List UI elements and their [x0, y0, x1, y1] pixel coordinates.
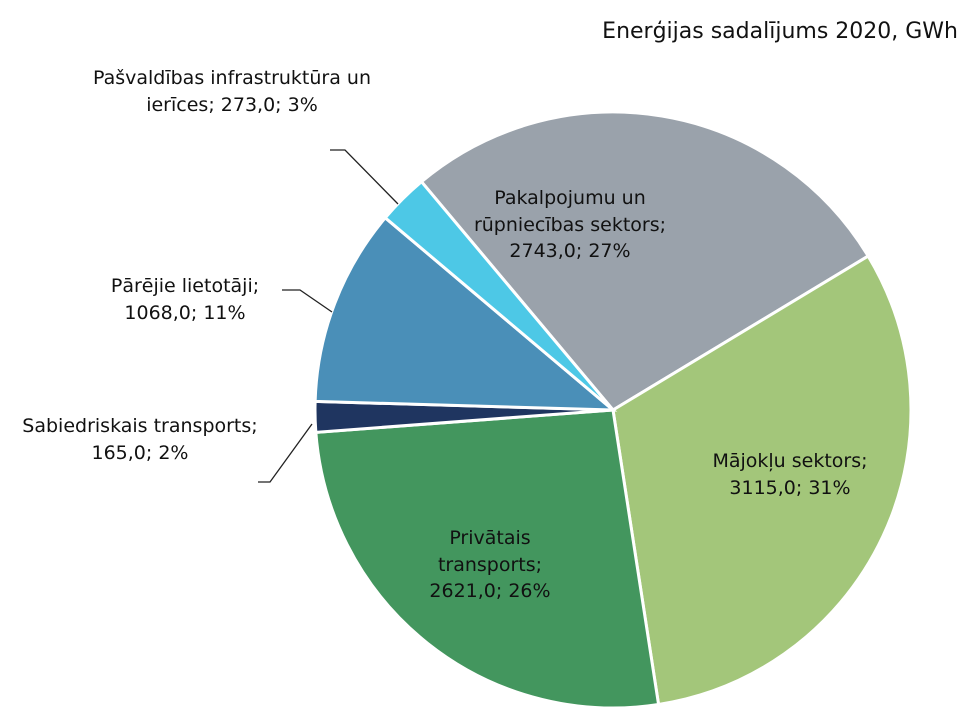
label-percent: 2% — [158, 442, 189, 464]
pie-slice — [314, 408, 661, 707]
pie-slice — [313, 215, 618, 412]
label-text: Pašvaldības infrastruktūra un ierīces; 2… — [92, 67, 372, 116]
label-percent: 11% — [203, 302, 246, 324]
label-box: Privātais transports; 2621,0; 26% — [400, 505, 580, 625]
leader-line — [258, 423, 313, 483]
pie-slice — [383, 179, 615, 412]
label-text: Sabiedriskais transports; 165,0; 2% — [22, 415, 258, 464]
label-value: 2621,0 — [429, 580, 496, 603]
label-text: Mājokļu sektors; 3115,0; 31% — [712, 450, 868, 499]
label-box: Sabiedriskais transports; 165,0; 2% — [5, 380, 275, 500]
data-label: Pārējie lietotāji; 1068,0; 11% — [75, 240, 295, 360]
data-label: Sabiedriskais transports; 165,0; 2% — [5, 380, 275, 500]
pie-slice — [419, 110, 871, 412]
label-text: Pakalpojumu un rūpniecības sektors; 2743… — [473, 187, 667, 263]
label-text: Pārējie lietotāji; 1068,0; 11% — [110, 275, 260, 324]
label-category: Sabiedriskais transports — [22, 415, 252, 438]
label-category: Mājokļu sektors — [712, 450, 862, 473]
label-percent: 26% — [508, 580, 551, 603]
label-box: Pārējie lietotāji; 1068,0; 11% — [75, 240, 295, 360]
label-text: Privātais transports; 2621,0; 26% — [429, 527, 551, 603]
label-category: Pašvaldības infrastruktūra un ierīces — [92, 67, 372, 116]
data-label: Pašvaldības infrastruktūra un ierīces; 2… — [62, 32, 402, 152]
leader-line — [330, 149, 399, 205]
label-percent: 27% — [588, 240, 631, 263]
data-label: Pakalpojumu un rūpniecības sektors; 2743… — [450, 165, 690, 285]
label-category: Pakalpojumu un rūpniecības sektors — [473, 187, 660, 236]
label-box: Pašvaldības infrastruktūra un ierīces; 2… — [62, 32, 402, 152]
label-box: Mājokļu sektors; 3115,0; 31% — [700, 415, 880, 535]
label-value: 3115,0 — [729, 477, 796, 499]
label-value: 273,0 — [220, 94, 276, 116]
label-value: 1068,0 — [124, 302, 191, 324]
label-value: 165,0 — [91, 442, 146, 464]
label-percent: 3% — [287, 94, 318, 116]
label-value: 2743,0 — [509, 240, 576, 263]
label-percent: 31% — [808, 477, 851, 499]
chart-title: Enerģijas sadalījums 2020, GWh — [602, 19, 958, 44]
leader-line — [282, 289, 333, 313]
pie-slice — [611, 253, 913, 707]
label-category: Privātais transports — [437, 527, 536, 576]
data-label: Mājokļu sektors; 3115,0; 31% — [700, 415, 880, 535]
label-box: Pakalpojumu un rūpniecības sektors; 2743… — [450, 165, 690, 285]
label-category: Pārējie lietotāji — [110, 275, 253, 298]
data-label: Privātais transports; 2621,0; 26% — [400, 505, 580, 625]
